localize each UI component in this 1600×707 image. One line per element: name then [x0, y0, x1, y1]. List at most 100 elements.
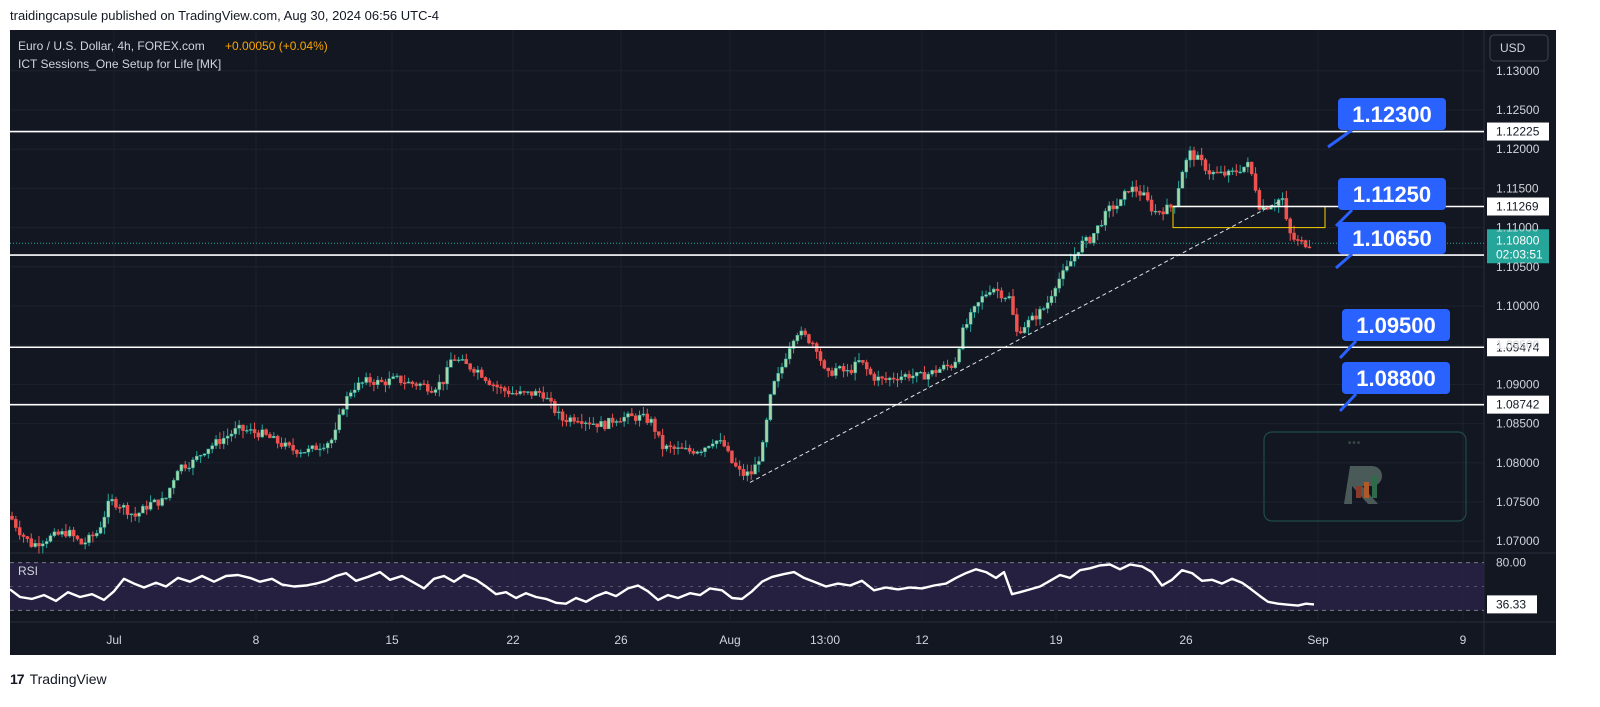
- candlestick-chart[interactable]: 1.12225 1.11269 1.09474 1.08742 1.1080002:03…: [10, 30, 1556, 655]
- candle-body: [1080, 240, 1085, 253]
- candle-body: [360, 382, 365, 384]
- candle-body: [437, 381, 442, 390]
- candle-body: [1242, 166, 1246, 173]
- candle-body: [1215, 171, 1219, 174]
- candle-body: [1253, 173, 1258, 191]
- candle-body: [44, 541, 49, 544]
- candle-body: [972, 306, 977, 313]
- candle-body: [811, 342, 815, 345]
- candle-body: [433, 389, 438, 393]
- level-tag: [1487, 338, 1549, 357]
- candle-body: [52, 531, 57, 536]
- candle-body: [1196, 154, 1200, 160]
- candle-body: [1119, 199, 1123, 207]
- y-tick-label: 1.08000: [1496, 456, 1540, 470]
- candle-body: [680, 447, 684, 449]
- candle-body: [1011, 296, 1015, 315]
- tradingview-brand[interactable]: TradingView: [29, 671, 107, 687]
- rsi-upper-label: 80.00: [1496, 556, 1526, 570]
- x-tick-label: 9: [1460, 633, 1467, 647]
- candle-body: [768, 394, 773, 420]
- candle-body: [445, 367, 449, 385]
- candle-body: [422, 383, 426, 386]
- x-tick-label: 12: [915, 633, 929, 647]
- candle-body: [668, 445, 673, 448]
- candle-body: [703, 447, 707, 452]
- tradingview-logo-icon[interactable]: 17: [10, 671, 25, 687]
- grid-lines: [10, 30, 1556, 655]
- price-axis: 1.13000 1.12500 1.12000 1.11500 1.11000 1.105…: [106, 64, 1539, 647]
- candle-body: [287, 442, 291, 446]
- candle-body: [645, 413, 649, 423]
- candle-body: [275, 435, 280, 444]
- candle-body: [191, 459, 195, 469]
- candle-body: [1045, 302, 1050, 309]
- candle-body: [479, 369, 484, 378]
- callout-box: [1338, 178, 1446, 210]
- candle-body: [911, 375, 915, 379]
- candle-body: [965, 324, 969, 328]
- candle-body: [1122, 190, 1127, 200]
- candle-body: [1153, 210, 1158, 213]
- candle-body: [114, 499, 118, 508]
- candle-body: [133, 513, 137, 517]
- candle-body: [456, 359, 461, 362]
- candle-body: [279, 442, 284, 447]
- chart-frame[interactable]: 1.12225 1.11269 1.09474 1.08742 1.10800 02:03…: [10, 30, 1556, 655]
- candle-body: [533, 390, 538, 396]
- candle-body: [637, 414, 642, 421]
- candle-body: [1169, 204, 1173, 208]
- x-tick-label: 13:00: [810, 633, 840, 647]
- level-tag: [1487, 395, 1549, 414]
- candle-body: [352, 389, 357, 393]
- candle-body: [626, 413, 630, 418]
- candle-body: [75, 535, 80, 540]
- candle-body: [795, 335, 800, 342]
- candle-body: [1296, 239, 1300, 241]
- currency-button[interactable]: USD: [1489, 34, 1549, 62]
- candle-body: [1007, 296, 1011, 299]
- candle-body: [899, 376, 904, 381]
- candle-body: [376, 379, 380, 385]
- candle-body: [830, 370, 834, 376]
- candle-body: [268, 434, 272, 439]
- candle-body: [387, 378, 392, 386]
- candle-body: [1057, 278, 1061, 289]
- candle-body: [33, 543, 37, 547]
- candle-body: [718, 440, 723, 442]
- candle-body: [256, 432, 261, 438]
- candle-body: [17, 527, 22, 536]
- candle-body: [179, 464, 184, 472]
- candle-body: [460, 359, 465, 361]
- candle-body: [1230, 170, 1235, 172]
- candle-body: [530, 391, 534, 396]
- candle-body: [237, 424, 241, 429]
- candle-body: [888, 377, 892, 381]
- candle-body: [1207, 170, 1212, 175]
- candle-body: [1099, 224, 1104, 227]
- horizontal-levels: 1.12225 1.11269 1.09474 1.08742 1.1080002:03…: [10, 122, 1549, 414]
- y-tick-label: 1.12500: [1496, 103, 1540, 117]
- candle-body: [1165, 204, 1169, 215]
- candle-body: [1280, 198, 1285, 200]
- candle-body: [1142, 192, 1146, 196]
- candle-body: [764, 419, 769, 443]
- candle-body: [121, 504, 126, 508]
- order-block-box: [1172, 205, 1326, 229]
- candle-body: [110, 499, 114, 502]
- candle-body: [406, 381, 411, 384]
- currency-button-label[interactable]: USD: [1500, 41, 1526, 55]
- candle-body: [453, 359, 457, 361]
- candle-body: [803, 330, 807, 335]
- candle-body: [614, 421, 619, 423]
- candles: [10, 146, 1326, 554]
- candle-body: [272, 435, 276, 439]
- candle-body: [1246, 161, 1250, 168]
- candle-body: [1149, 199, 1154, 212]
- candle-body: [1103, 210, 1108, 226]
- candle-body: [895, 378, 900, 381]
- candle-body: [753, 464, 757, 475]
- candle-body: [341, 409, 345, 415]
- candle-body: [938, 368, 942, 373]
- watermark-logo-icon: ■ ■ ■: [1263, 431, 1467, 522]
